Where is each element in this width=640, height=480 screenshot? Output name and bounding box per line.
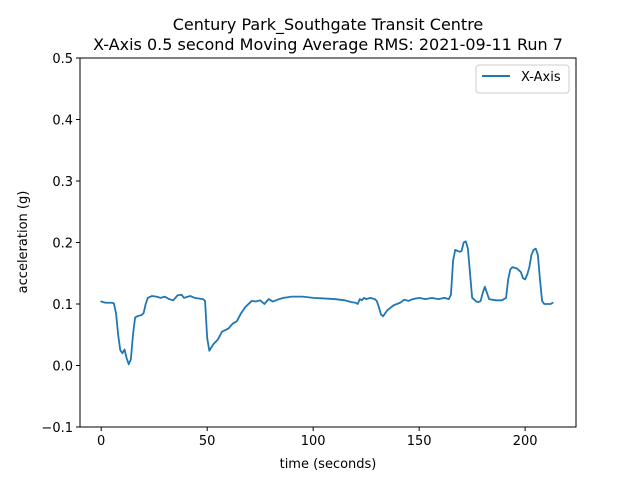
x-axis: 0 50 100 150 200 <box>97 427 538 449</box>
x-tick-label: 200 <box>513 434 538 449</box>
y-tick-label: 0.1 <box>52 298 73 313</box>
series-layer <box>100 240 554 366</box>
y-axis: −0.1 0.0 0.1 0.2 0.3 0.4 0.5 <box>41 52 80 436</box>
chart-title-line1: Century Park_Southgate Transit Centre <box>173 15 484 35</box>
legend-label: X-Axis <box>521 70 561 85</box>
y-tick-label: 0.0 <box>52 360 73 375</box>
legend: X-Axis <box>475 64 570 94</box>
y-tick-label: 0.3 <box>52 175 73 190</box>
y-tick-label: −0.1 <box>41 421 73 436</box>
y-tick-label: 0.4 <box>52 114 73 129</box>
x-tick-label: 50 <box>199 434 216 449</box>
series-line-x-axis <box>100 240 554 366</box>
x-axis-label: time (seconds) <box>280 457 377 472</box>
x-tick-label: 150 <box>407 434 432 449</box>
y-axis-label: acceleration (g) <box>16 191 31 294</box>
x-tick-label: 0 <box>97 434 105 449</box>
legend-box <box>475 64 570 94</box>
y-tick-label: 0.2 <box>52 237 73 252</box>
chart-title-line2: X-Axis 0.5 second Moving Average RMS: 20… <box>93 35 563 54</box>
plot-frame <box>79 57 577 428</box>
x-tick-label: 100 <box>301 434 326 449</box>
y-tick-label: 0.5 <box>52 52 73 67</box>
